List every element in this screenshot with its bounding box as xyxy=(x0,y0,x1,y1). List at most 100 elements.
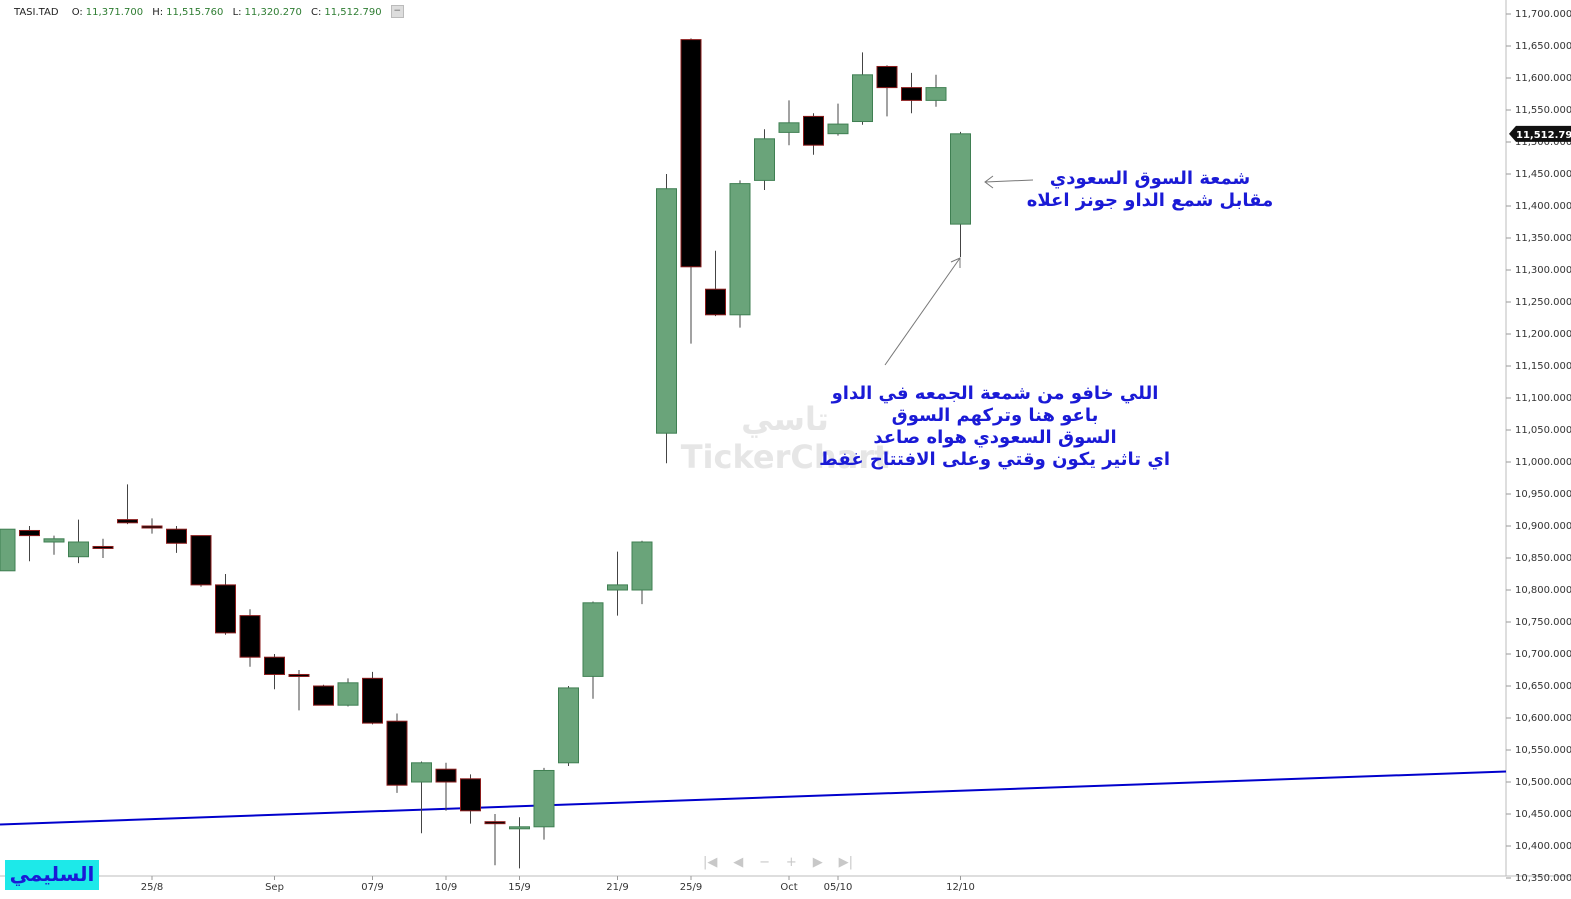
candle[interactable] xyxy=(313,684,334,706)
candle[interactable] xyxy=(950,131,971,258)
annotation-note-2-line4: اي تاثير يكون وقتي وعلى الافتتاح غفط xyxy=(819,449,1170,470)
nav-next-icon[interactable]: ▶ xyxy=(812,854,823,870)
candle[interactable] xyxy=(264,654,285,690)
y-tick-label: 11,400.000 xyxy=(1515,201,1571,212)
candle-body-down xyxy=(876,65,898,89)
annotation-note-2: اللي خافو من شمعة الجمعه في الداو باعو ه… xyxy=(819,383,1170,471)
y-tick-label: 11,700.000 xyxy=(1515,9,1571,20)
candle-body-down xyxy=(484,821,506,825)
trendline-layer xyxy=(0,770,1507,826)
candle[interactable] xyxy=(362,671,383,725)
candle[interactable] xyxy=(852,52,873,125)
zoom-out-icon[interactable]: − xyxy=(759,854,771,870)
candle[interactable] xyxy=(484,814,506,866)
candle-body-down xyxy=(705,288,726,316)
y-tick-label: 10,600.000 xyxy=(1515,713,1571,724)
candle[interactable] xyxy=(925,74,947,107)
y-tick-label: 11,050.000 xyxy=(1515,425,1571,436)
y-tick-label: 10,350.000 xyxy=(1515,873,1571,884)
chart-navigation: |◀ ◀ − + ▶ ▶| xyxy=(703,853,853,871)
candle[interactable] xyxy=(754,129,775,190)
candle-body-up xyxy=(43,538,65,543)
nav-prev-icon[interactable]: ◀ xyxy=(733,854,744,870)
candle[interactable] xyxy=(607,551,628,616)
low-value: 11,320.270 xyxy=(244,6,302,18)
y-tick-label: 10,750.000 xyxy=(1515,617,1571,628)
zoom-in-icon[interactable]: + xyxy=(785,854,797,870)
candle-body-down xyxy=(141,525,163,529)
nav-first-icon[interactable]: |◀ xyxy=(703,854,718,870)
collapse-toggle-icon[interactable]: − xyxy=(390,5,404,18)
axes-layer: 11,700.000 11,650.000 11,600.000 11,550.000… xyxy=(141,9,1571,893)
candle[interactable] xyxy=(411,761,432,834)
candle[interactable] xyxy=(509,817,530,869)
candle[interactable] xyxy=(582,601,604,699)
candle[interactable] xyxy=(656,174,677,464)
candle[interactable] xyxy=(43,535,65,555)
candle-body-up xyxy=(827,123,849,135)
candle[interactable] xyxy=(117,484,138,525)
candle[interactable] xyxy=(631,540,653,605)
x-tick-label: 05/10 xyxy=(824,882,853,893)
candle[interactable] xyxy=(901,72,922,114)
candle[interactable] xyxy=(533,767,555,840)
candle-body-down xyxy=(92,545,114,549)
candle-body-up xyxy=(950,133,971,225)
y-tick-label: 11,300.000 xyxy=(1515,265,1571,276)
candle[interactable] xyxy=(68,519,89,564)
candle-body-up xyxy=(852,74,873,123)
candle-body-up xyxy=(0,528,16,572)
candle[interactable] xyxy=(705,250,726,317)
candle[interactable] xyxy=(680,38,702,344)
candle[interactable] xyxy=(803,113,824,155)
candles-layer xyxy=(0,38,971,869)
annotation-arrow-2-head xyxy=(950,257,961,268)
candle-body-up xyxy=(509,826,530,830)
nav-last-icon[interactable]: ▶| xyxy=(838,854,853,870)
x-tick-label: 12/10 xyxy=(946,882,975,893)
y-tick-label: 11,450.000 xyxy=(1515,169,1571,180)
candle[interactable] xyxy=(19,526,40,562)
chart-frame xyxy=(0,0,1571,877)
candle[interactable] xyxy=(435,762,457,811)
candle[interactable] xyxy=(337,678,359,707)
candle[interactable] xyxy=(288,670,310,711)
author-badge: السليمي xyxy=(5,860,99,890)
candle[interactable] xyxy=(558,686,579,766)
candle[interactable] xyxy=(166,526,187,553)
y-tick-label: 11,150.000 xyxy=(1515,361,1571,372)
candle[interactable] xyxy=(190,535,212,587)
candle-body-up xyxy=(411,762,432,783)
candle[interactable] xyxy=(92,538,114,558)
low-label: L: xyxy=(232,6,242,18)
candle-body-down xyxy=(190,535,212,586)
candle[interactable] xyxy=(239,609,261,667)
x-tick-label: 25/8 xyxy=(141,882,163,893)
support-trendline xyxy=(0,770,1507,826)
candle-body-down xyxy=(680,39,702,268)
last-price-label: 11,512.790 xyxy=(1516,130,1571,141)
candle-body-down xyxy=(19,529,40,537)
candle[interactable] xyxy=(141,518,163,534)
y-tick-label: 10,700.000 xyxy=(1515,649,1571,660)
candle-body-up xyxy=(754,138,775,181)
ohlc-header: TASI.TAD O: 11,371.700 H: 11,515.760 L: 11,… xyxy=(14,5,404,18)
candle[interactable] xyxy=(0,528,16,572)
candle-body-up xyxy=(533,769,555,828)
candle[interactable] xyxy=(386,713,408,793)
candle[interactable] xyxy=(729,180,751,328)
candle[interactable] xyxy=(778,100,800,146)
annotation-arrow-2 xyxy=(884,257,961,366)
y-tick-label: 11,200.000 xyxy=(1515,329,1571,340)
candle[interactable] xyxy=(827,103,849,136)
candle-body-up xyxy=(729,183,751,316)
annotation-note-2-line3: السوق السعودي هواه صاعد xyxy=(873,427,1117,448)
high-value: 11,515.760 xyxy=(166,6,224,18)
candle[interactable] xyxy=(460,774,481,824)
candle-body-down xyxy=(803,115,824,146)
candle-body-up xyxy=(337,682,359,706)
candle[interactable] xyxy=(215,574,236,635)
close-value: 11,512.790 xyxy=(324,6,382,18)
candle[interactable] xyxy=(876,65,898,117)
